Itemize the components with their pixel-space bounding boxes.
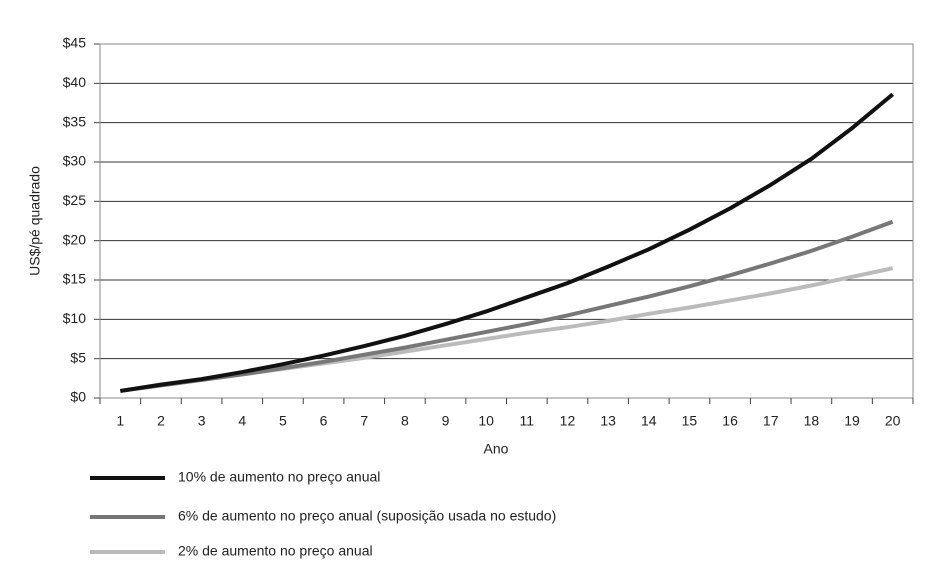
x-tick-label: 9 bbox=[442, 413, 450, 429]
x-tick-label: 17 bbox=[763, 413, 779, 429]
x-tick-label: 10 bbox=[478, 413, 494, 429]
legend-label: 10% de aumento no preço anual bbox=[178, 469, 380, 485]
y-axis-label: US$/pé quadrado bbox=[27, 166, 43, 276]
legend-label: 2% de aumento no preço anual bbox=[178, 543, 373, 559]
x-tick-label: 6 bbox=[320, 413, 328, 429]
plot-border bbox=[99, 43, 914, 399]
series-line bbox=[120, 219, 894, 393]
x-tick-label: 4 bbox=[238, 413, 246, 429]
legend-label: 6% de aumento no preço anual (suposição … bbox=[178, 508, 556, 524]
y-tick-label: $40 bbox=[63, 74, 87, 90]
y-tick-label: $10 bbox=[63, 310, 87, 326]
x-tick-label: 7 bbox=[360, 413, 368, 429]
x-tick-label: 14 bbox=[641, 413, 657, 429]
series-line bbox=[120, 92, 894, 393]
y-tick-label: $0 bbox=[70, 389, 86, 405]
x-tick-label: 1 bbox=[116, 413, 124, 429]
x-tick-label: 19 bbox=[844, 413, 860, 429]
x-tick-label: 15 bbox=[682, 413, 698, 429]
y-tick-label: $45 bbox=[63, 35, 87, 51]
y-tick-label: $5 bbox=[70, 349, 86, 365]
x-tick-label: 2 bbox=[157, 413, 165, 429]
x-tick-label: 13 bbox=[600, 413, 616, 429]
x-tick-label: 11 bbox=[520, 413, 535, 429]
x-tick-label: 3 bbox=[198, 413, 206, 429]
x-tick-label: 12 bbox=[560, 413, 576, 429]
x-tick-label: 8 bbox=[401, 413, 409, 429]
y-tick-label: $25 bbox=[63, 192, 87, 208]
y-tick-label: $15 bbox=[63, 271, 87, 287]
y-tick-label: $35 bbox=[63, 113, 87, 129]
x-tick-label: 18 bbox=[804, 413, 820, 429]
y-tick-label: $20 bbox=[63, 231, 87, 247]
x-tick-label: 16 bbox=[722, 413, 738, 429]
x-axis-label: Ano bbox=[484, 441, 509, 457]
x-tick-label: 20 bbox=[885, 413, 901, 429]
x-tick-label: 5 bbox=[279, 413, 287, 429]
y-tick-label: $30 bbox=[63, 153, 87, 169]
